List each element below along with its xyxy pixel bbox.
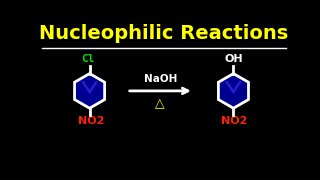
Text: OH: OH <box>224 54 243 64</box>
Text: Nucleophilic Reactions: Nucleophilic Reactions <box>39 24 289 43</box>
Text: NaOH: NaOH <box>144 74 177 84</box>
Text: △: △ <box>156 97 165 110</box>
Polygon shape <box>219 74 248 108</box>
Text: NO2: NO2 <box>221 116 248 126</box>
Polygon shape <box>75 74 105 108</box>
Text: Cl: Cl <box>81 54 94 64</box>
Text: NO2: NO2 <box>78 116 104 126</box>
